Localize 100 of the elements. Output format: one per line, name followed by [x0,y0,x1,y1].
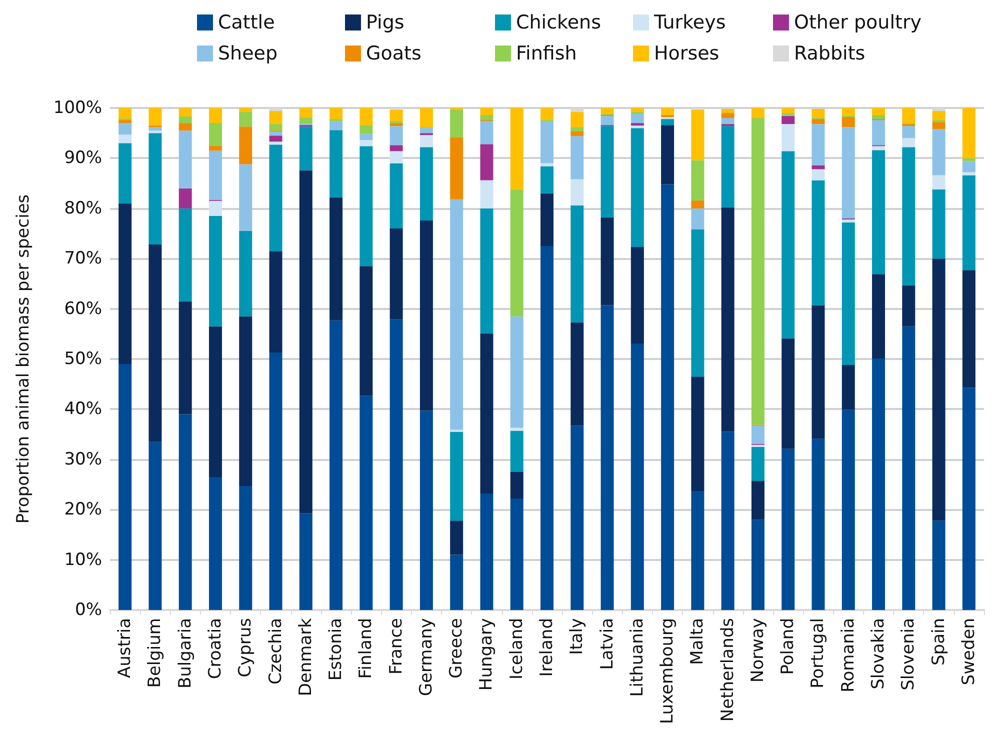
bar [239,126,252,164]
bar [420,147,433,220]
bar [420,220,433,411]
bar [239,108,252,112]
x-tick-label: Bulgaria [175,618,196,688]
bar [148,130,162,134]
bar [570,426,584,610]
x-tick-label: Ireland [537,618,557,677]
legend-label: Goats [366,42,422,64]
bar [208,108,222,124]
x-tick-label: Lithuania [627,618,648,697]
bar [118,134,132,144]
bar [812,305,825,439]
bar [962,158,976,162]
bar [360,396,373,610]
bar [178,116,192,124]
bar [751,446,764,481]
bar [269,124,282,131]
bar [962,161,976,172]
bar [450,554,464,610]
bar [902,326,916,610]
y-tick-label: 50% [64,349,102,369]
bar [269,251,282,352]
y-tick-label: 60% [64,298,102,319]
bar [932,122,946,130]
bar [570,205,584,322]
bar [148,133,162,245]
bar [178,123,192,131]
bar [782,124,795,152]
bar [510,472,524,499]
bar [330,121,343,130]
bar [872,108,886,116]
y-tick-label: 100% [53,98,102,118]
bar [299,118,312,124]
legend-label: Cattle [218,12,275,34]
x-tick-label: Slovenia [898,618,919,690]
bar [751,520,764,610]
bar [751,118,764,425]
bar [540,163,554,166]
bar [812,124,825,166]
bar [148,108,162,126]
bar [480,144,494,180]
bar [178,208,192,302]
bar [480,115,494,120]
bar [630,343,644,610]
bar [842,127,855,218]
bar [661,184,674,610]
bar [510,498,524,610]
bar [390,145,403,152]
bar [480,333,494,494]
bar [630,128,644,248]
bar [902,285,916,326]
bar [902,147,916,286]
bar [962,175,976,270]
bar [570,179,584,206]
legend-label: Horses [654,42,720,64]
bar [360,134,373,140]
bar [178,130,192,188]
bar [510,108,524,190]
bar [691,200,704,208]
bar [390,228,403,320]
bar [932,129,946,176]
bar [450,199,464,430]
bar [390,151,403,164]
bar [208,476,222,610]
bar [842,117,855,128]
bar [390,123,403,126]
bar [872,115,886,120]
bar [842,410,855,610]
bar [691,208,704,230]
bar [360,125,373,134]
bar [420,410,433,610]
bar [118,120,132,124]
bar [630,114,644,124]
x-tick-label: Belgium [145,618,166,688]
bar [420,135,433,148]
legend-label: Other poultry [794,12,922,34]
legend-label: Pigs [366,12,404,34]
bar [691,229,704,377]
bar [450,432,464,521]
bar [661,125,674,184]
bar [148,442,162,610]
x-tick-label: Denmark [296,618,316,696]
bar [812,438,825,610]
bar [630,108,644,112]
bar [178,188,192,208]
bar [118,108,132,119]
bar [208,216,222,326]
bar [269,111,282,124]
bar [902,138,916,148]
bar [118,364,132,610]
bar [902,126,916,138]
bar [239,230,252,316]
bar [782,448,795,610]
bar [782,151,795,338]
bar [239,112,252,127]
bar [420,128,433,134]
x-tick-label: Greece [446,618,467,679]
bar [932,175,946,190]
x-tick-label: Austria [115,618,136,678]
